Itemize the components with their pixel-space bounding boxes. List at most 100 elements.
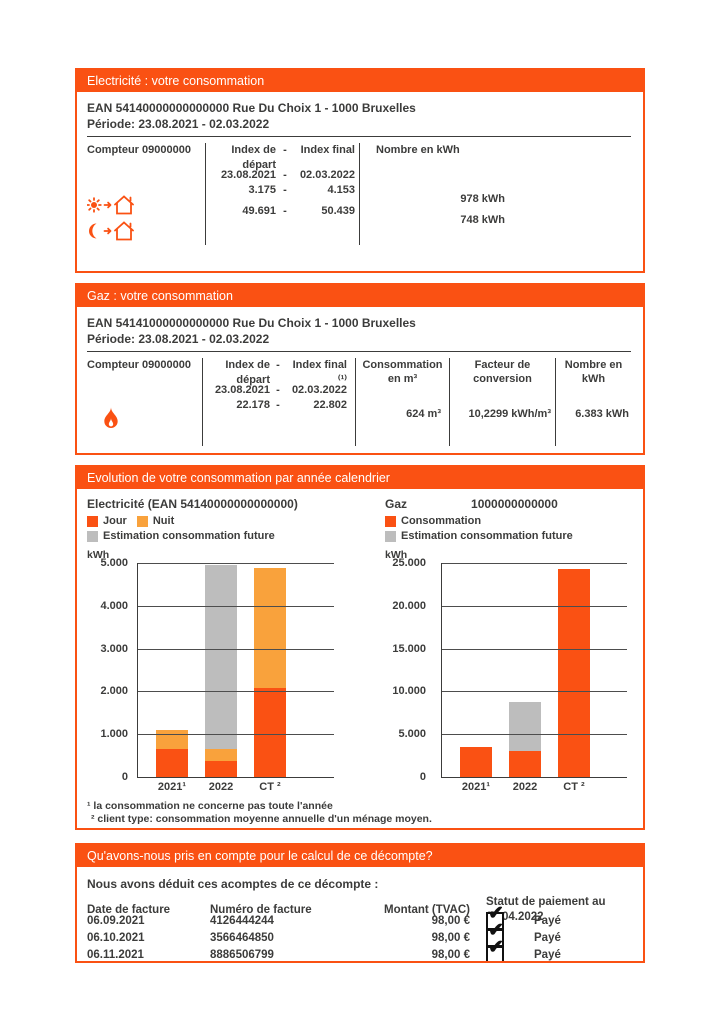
electricity-dates-row: 23.08.2021 - 02.03.2022 <box>220 169 355 181</box>
gas-section-header: Gaz : votre consommation <box>77 285 643 307</box>
divider <box>87 136 631 137</box>
electricity-night-index-row: 49.691 - 50.439 <box>242 205 355 217</box>
m3-header: Consommation en m³ <box>362 359 443 385</box>
acomptes-intro: Nous avons déduit ces acomptes de ce déc… <box>87 877 379 891</box>
gas-section: Gaz : votre consommation EAN 54141000000… <box>75 283 645 455</box>
legend-label: Estimation consommation future <box>401 530 573 542</box>
plot-area: 0 1.000 2.000 3.000 4.000 5.000 2021¹ 2022 CT ² <box>100 557 334 793</box>
electricity-ean-address: EAN 54140000000000000 Rue Du Choix 1 - 1… <box>87 101 416 115</box>
bar-segment <box>509 702 541 752</box>
footnote-2: ² client type: consommation moyenne annu… <box>91 813 432 825</box>
bar-segment <box>205 749 237 762</box>
evolution-section: Evolution de votre consommation par anné… <box>75 465 645 830</box>
gas-index-row: 22.178 - 22.802 <box>236 399 347 411</box>
legend-label: Jour <box>103 515 127 527</box>
y-axis-labels: 0 1.000 2.000 3.000 4.000 5.000 <box>100 557 128 783</box>
kwh-header: Nombre en kWh <box>564 359 623 385</box>
gas-kwh-column: Nombre en kWh 6.383 kWh <box>555 358 631 446</box>
x-tick-label: CT ² <box>563 781 585 793</box>
number-header: Numéro de facture <box>210 903 312 916</box>
invoice-header-row: Date de facture Numéro de facture Montan… <box>87 895 631 923</box>
y-axis-labels: 0 5.000 10.000 15.000 20.000 25.000 <box>392 557 426 783</box>
bar-2021¹ <box>460 746 492 777</box>
gas-dates-row: 23.08.2021 - 02.03.2022 <box>214 384 347 396</box>
factor-header: Facteur de conversion <box>473 359 532 385</box>
invoice-table: Date de facture Numéro de facture Montan… <box>87 895 631 961</box>
bar-2022 <box>509 702 541 777</box>
gas-index-table: Compteur 09000000 Index de départ - <box>87 358 631 446</box>
electricity-day-index-row: 3.175 - 4.153 <box>248 184 355 196</box>
footnote-1: ¹ la consommation ne concerne pas toute … <box>87 800 333 812</box>
legend-label: Consommation <box>401 515 482 527</box>
legend-swatch <box>87 515 98 527</box>
gas-m3-value: 624 m³ <box>406 408 441 420</box>
gas-factor-column: Facteur de conversion 10,2299 kWh/m³ <box>449 358 555 446</box>
legend-item: Estimation consommation future <box>87 530 275 542</box>
bar-segment <box>558 568 590 777</box>
invoice-row: 06.11.2021 8886506799 98,00 € Payé <box>87 940 631 961</box>
bar-CT ² <box>254 568 286 777</box>
electricity-period: Période: 23.08.2021 - 02.03.2022 <box>87 117 270 131</box>
bars <box>138 563 334 777</box>
electricity-chart-title: Electricité (EAN 54140000000000000) <box>87 497 298 511</box>
flame-icon <box>87 405 202 430</box>
gas-period: Période: 23.08.2021 - 02.03.2022 <box>87 332 270 346</box>
kwh-header: Nombre en kWh <box>376 144 460 156</box>
legend-swatch <box>87 530 98 542</box>
gas-ean-address: EAN 54141000000000000 Rue Du Choix 1 - 1… <box>87 316 416 330</box>
legend-label: Nuit <box>152 515 175 527</box>
plot-area: 0 5.000 10.000 15.000 20.000 25.000 2021¹ 2022… <box>392 557 627 793</box>
x-tick-label: 2022 <box>512 781 538 793</box>
gas-m3-column: Consommation en m³ 624 m³ <box>355 358 449 446</box>
night-house-icon <box>87 218 205 243</box>
legend-swatch <box>385 515 396 527</box>
gas-factor-value: 10,2299 kWh/m³ <box>468 408 551 420</box>
x-tick-label: 2021¹ <box>157 781 187 793</box>
electricity-section-header: Electricité : votre consommation <box>77 70 643 92</box>
divider <box>87 351 631 352</box>
gas-meter-column: Compteur 09000000 <box>87 358 202 446</box>
legend-item: Nuit <box>136 515 175 527</box>
gas-kwh-value: 6.383 kWh <box>575 408 629 420</box>
bar-2022 <box>205 565 237 777</box>
x-axis-labels: 2021¹ 2022 CT ² <box>138 781 334 793</box>
legend-item: Jour <box>87 515 127 527</box>
paid-checkbox[interactable] <box>486 940 504 961</box>
legend-item: Estimation consommation future <box>385 530 573 542</box>
x-tick-label: 2021¹ <box>461 781 491 793</box>
date-header: Date de facture <box>87 903 171 916</box>
legend-swatch <box>385 530 396 542</box>
gas-chart: Gaz 1000000000000 Consommation Estimation … <box>385 497 631 793</box>
x-tick-label: CT ² <box>259 781 281 793</box>
index-start-header: Index de départ <box>225 359 270 386</box>
index-end-header: Index final ⁽¹⁾ <box>292 359 347 386</box>
gas-chart-title: Gaz 1000000000000 <box>385 497 558 511</box>
bar-segment <box>156 749 188 777</box>
bars <box>442 563 627 777</box>
bar-segment <box>509 751 541 777</box>
gas-chart-ean: 1000000000000 <box>471 497 558 511</box>
index-start-header: Index de départ <box>231 144 276 171</box>
acomptes-section: Qu'avons-nous pris en compte pour le cal… <box>75 843 645 963</box>
meter-label: Compteur 09000000 <box>87 359 191 371</box>
electricity-index-table: Compteur 09000000 <box>87 143 631 245</box>
y-axis-unit: kWh <box>385 549 408 561</box>
gas-index-column: Index de départ - Index final ⁽¹⁾ 23.08.… <box>202 358 355 446</box>
index-end-header: Index final <box>300 144 355 156</box>
status-label: Payé <box>534 948 561 961</box>
x-axis-labels: 2021¹ 2022 CT ² <box>442 781 627 793</box>
invoice-row: 06.09.2021 4126444244 98,00 € Payé <box>87 906 631 930</box>
meter-label: Compteur 09000000 <box>87 144 191 156</box>
electricity-index-column: Index de départ - Index final 23.08.2021… <box>205 143 360 245</box>
electricity-section: Electricité : votre consommation EAN 541… <box>75 68 645 273</box>
amount-header: Montant (TVAC) <box>383 903 470 916</box>
invoice-row: 06.10.2021 3566464850 98,00 € Payé <box>87 923 631 947</box>
legend-label: Estimation consommation future <box>103 530 275 542</box>
electricity-chart: Electricité (EAN 54140000000000000) Jour… <box>87 497 363 793</box>
electricity-kwh-column: Nombre en kWh 978 kWh 748 kWh <box>360 143 631 245</box>
status-label: Payé <box>534 914 561 927</box>
chart-legend: Jour Nuit Estimation consommation future <box>87 515 337 545</box>
legend-swatch <box>136 515 148 527</box>
bar-segment <box>205 761 237 777</box>
x-tick-label: 2022 <box>208 781 234 793</box>
